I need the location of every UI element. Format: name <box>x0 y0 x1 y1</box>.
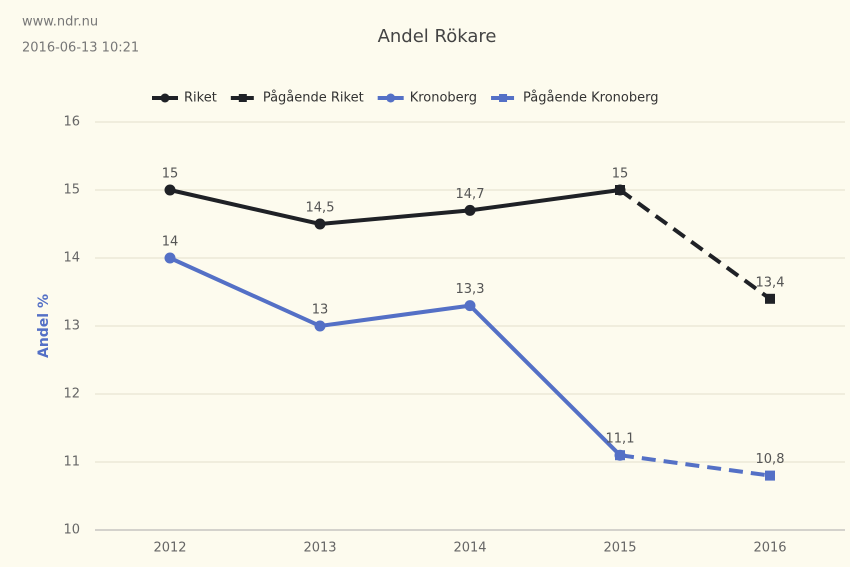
y-tick-label: 15 <box>63 183 80 198</box>
data-label: 13,3 <box>456 282 485 297</box>
point-marker <box>164 252 176 264</box>
data-label: 14,7 <box>456 187 485 202</box>
legend-label: Pågående Kronoberg <box>523 91 658 106</box>
y-tick-label: 13 <box>63 319 80 334</box>
legend-marker <box>238 94 247 102</box>
legend-marker <box>499 94 508 102</box>
point-marker <box>464 204 476 216</box>
point-marker <box>765 470 775 481</box>
x-tick-label: 2015 <box>603 541 636 556</box>
legend-label: Pågående Riket <box>263 91 364 106</box>
data-label: 15 <box>612 167 629 182</box>
y-tick-label: 14 <box>63 251 80 266</box>
data-label: 13,4 <box>756 275 785 290</box>
data-label: 14,5 <box>306 201 335 216</box>
y-tick-label: 11 <box>63 455 80 470</box>
data-label: 11,1 <box>606 432 635 447</box>
chart-title: Andel Rökare <box>378 26 497 47</box>
x-tick-label: 2012 <box>153 541 186 556</box>
point-marker <box>615 450 625 461</box>
point-marker <box>314 320 326 332</box>
data-label: 13 <box>312 303 329 318</box>
point-marker <box>765 293 775 304</box>
x-tick-label: 2013 <box>303 541 336 556</box>
point-marker <box>464 300 476 312</box>
point-marker <box>314 218 326 230</box>
y-tick-label: 16 <box>63 115 80 130</box>
point-marker <box>615 185 625 195</box>
legend-label: Kronoberg <box>410 91 477 106</box>
point-marker <box>164 184 176 196</box>
source: www.ndr.nu <box>22 15 98 30</box>
series-line <box>618 188 772 301</box>
data-label: 14 <box>162 235 179 250</box>
series-line <box>619 453 771 478</box>
data-label: 15 <box>162 167 179 182</box>
legend-marker <box>160 93 170 103</box>
timestamp: 2016-06-13 10:21 <box>22 41 139 56</box>
legend-label: Riket <box>184 91 217 106</box>
legend-marker <box>386 93 396 103</box>
series-line <box>169 188 621 227</box>
y-tick-label: 10 <box>63 523 80 538</box>
data-label: 10,8 <box>756 452 785 467</box>
y-axis-label: Andel % <box>36 294 52 358</box>
x-tick-label: 2014 <box>453 541 486 556</box>
series-line <box>169 256 622 457</box>
y-tick-label: 12 <box>63 387 80 402</box>
x-tick-label: 2016 <box>753 541 786 556</box>
